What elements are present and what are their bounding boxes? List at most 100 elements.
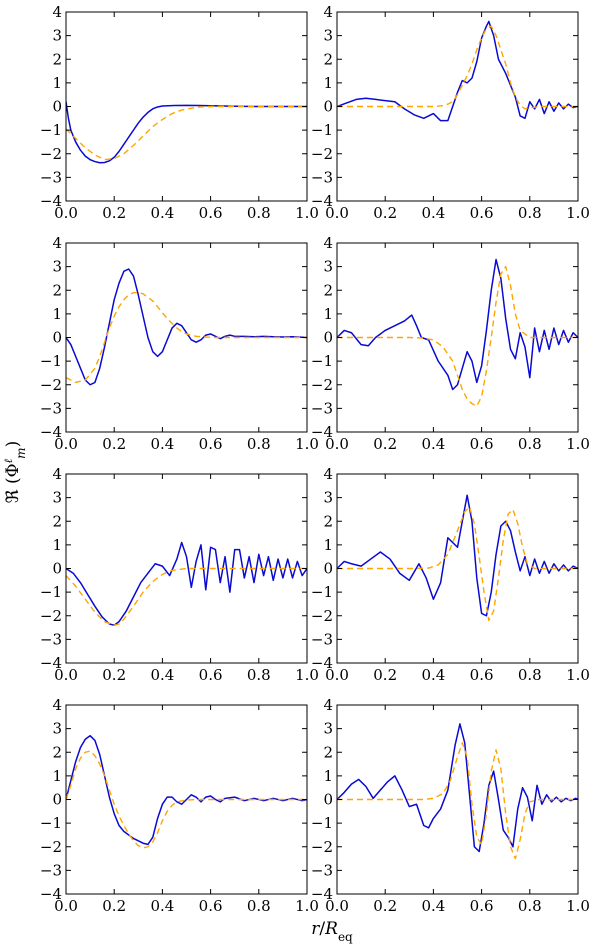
row-3-left-ytick-label: −1: [40, 583, 62, 601]
row-1-left-ytick-label: 4: [52, 3, 62, 21]
row-4-right-ytick-label: −2: [311, 838, 333, 856]
row-4-left-ytick-label: 3: [52, 720, 62, 738]
row-1-left-ytick-label: −1: [40, 121, 62, 139]
row-4-right-ytick-label: 3: [323, 720, 333, 738]
row-2-left-xtick-label: 0.2: [102, 435, 126, 453]
row-2-left-ytick-label: 3: [52, 258, 62, 276]
row-1-left-xtick-label: 0.2: [102, 204, 126, 222]
row-2-right-ytick-label: 3: [323, 258, 333, 276]
row-3-right-panel: −4 −3 −2 −1 0 1 2 3 4 0.0 0.2 0.4 0.6 0.8 1.0: [311, 465, 590, 684]
row-2-right-xtick-label: 0.2: [373, 435, 397, 453]
row-3-right-ytick-label: −4: [311, 654, 333, 672]
row-3-left-ytick-label: −2: [40, 607, 62, 625]
row-1-left-ytick-label: −4: [40, 192, 62, 210]
row-1-left-ytick-label: 0: [52, 98, 62, 116]
row-2-right-xtick-label: 0.4: [421, 435, 445, 453]
row-1-right-xtick-label: 0.4: [421, 204, 445, 222]
row-1-left-dashed-series-line: [66, 105, 307, 161]
row-4-left-dashed-series-line: [66, 750, 307, 849]
row-3-left-xtick-label: 0.6: [199, 666, 223, 684]
row-1-left-solid-series-line: [66, 101, 307, 164]
row-3-right-ytick-label: 3: [323, 489, 333, 507]
row-1-left-ytick-label: 3: [52, 27, 62, 45]
row-3-left-xtick-label: 0.0: [54, 666, 78, 684]
row-2-left-xtick-label: 0.0: [54, 435, 78, 453]
row-3-right-ytick-label: 1: [323, 536, 333, 554]
row-4-right-solid-series-line: [337, 723, 578, 853]
row-1-left-panel: −4 −3 −2 −1 0 1 2 3 4 0.0 0.2 0.4 0.6 0.8 1.0: [40, 3, 319, 222]
row-4-right-ytick-label: −3: [311, 861, 333, 879]
row-3-right-ytick-label: 2: [323, 512, 333, 530]
row-1-right-ytick-label: 1: [323, 74, 333, 92]
row-2-right-ytick-label: 1: [323, 305, 333, 323]
row-4-right-ytick-label: −4: [311, 885, 333, 903]
row-3-right-xtick-label: 1.0: [566, 666, 590, 684]
row-2-right-ytick-label: −4: [311, 423, 333, 441]
row-1-left-xtick-label: 0.8: [247, 204, 271, 222]
row-4-left-ytick-label: −4: [40, 885, 62, 903]
row-1-right-ytick-label: −3: [311, 168, 333, 186]
row-3-left-ytick-label: 2: [52, 512, 62, 530]
row-2-right-xtick-label: 0.8: [518, 435, 542, 453]
row-1-right-xtick-label: 0.0: [325, 204, 349, 222]
row-3-left-dashed-series-line: [66, 567, 307, 626]
row-3-right-ytick-label: −1: [311, 583, 333, 601]
row-4-left-xtick-label: 0.8: [247, 897, 271, 915]
row-4-right-dashed-series-line: [337, 742, 578, 860]
row-4-right-xtick-label: 0.4: [421, 897, 445, 915]
row-1-left-ytick-label: 2: [52, 50, 62, 68]
row-1-left-xtick-label: 1.0: [295, 204, 319, 222]
row-3-right-ytick-label: −2: [311, 607, 333, 625]
row-3-left-panel: −4 −3 −2 −1 0 1 2 3 4 0.0 0.2 0.4 0.6 0.8 1.0: [40, 465, 319, 684]
row-1-left-ytick-label: −2: [40, 145, 62, 163]
row-3-left-ytick-label: 4: [52, 465, 62, 483]
row-4-right-ytick-label: 0: [323, 791, 333, 809]
row-3-right-xtick-label: 0.8: [518, 666, 542, 684]
row-4-right-ytick-label: 4: [323, 696, 333, 714]
row-2-right-xtick-label: 0.0: [325, 435, 349, 453]
row-3-left-ytick-label: −4: [40, 654, 62, 672]
row-4-right-xtick-label: 0.6: [470, 897, 494, 915]
row-3-right-solid-series-line: [337, 494, 578, 617]
row-3-left-xtick-label: 0.2: [102, 666, 126, 684]
row-4-left-solid-series-line: [66, 734, 307, 846]
row-1-right-ytick-label: 2: [323, 50, 333, 68]
row-3-left-ytick-label: −3: [40, 630, 62, 648]
row-3-right-ytick-label: 0: [323, 560, 333, 578]
row-4-right-xtick-label: 0.0: [325, 897, 349, 915]
row-2-left-xtick-label: 1.0: [295, 435, 319, 453]
row-1-left-ytick-label: −3: [40, 168, 62, 186]
row-4-right-ytick-label: 2: [323, 743, 333, 761]
row-1-right-ytick-label: 4: [323, 3, 333, 21]
row-3-right-xtick-label: 0.6: [470, 666, 494, 684]
row-2-left-ytick-label: −3: [40, 399, 62, 417]
row-1-right-xtick-label: 0.6: [470, 204, 494, 222]
row-4-left-ytick-label: 2: [52, 743, 62, 761]
row-1-right-xtick-label: 0.2: [373, 204, 397, 222]
row-4-right-xtick-label: 0.2: [373, 897, 397, 915]
row-4-left-xtick-label: 0.6: [199, 897, 223, 915]
row-2-left-xtick-label: 0.6: [199, 435, 223, 453]
row-2-right-panel: −4 −3 −2 −1 0 1 2 3 4 0.0 0.2 0.4 0.6 0.8 1.0: [311, 234, 590, 453]
row-1-right-ytick-label: 0: [323, 98, 333, 116]
row-4-left-xtick-label: 0.0: [54, 897, 78, 915]
row-3-left-ytick-label: 0: [52, 560, 62, 578]
row-3-right-ytick-label: 4: [323, 465, 333, 483]
row-2-left-ytick-label: 2: [52, 281, 62, 299]
row-3-left-ytick-label: 3: [52, 489, 62, 507]
row-1-right-ytick-label: −2: [311, 145, 333, 163]
row-4-left-ytick-label: −1: [40, 814, 62, 832]
row-2-right-ytick-label: −2: [311, 376, 333, 394]
row-4-left-xtick-label: 0.4: [150, 897, 174, 915]
row-2-left-xtick-label: 0.4: [150, 435, 174, 453]
row-2-right-ytick-label: 0: [323, 329, 333, 347]
row-2-left-ytick-label: 0: [52, 329, 62, 347]
row-2-right-dashed-series-line: [337, 265, 578, 407]
row-1-left-xtick-label: 0.6: [199, 204, 223, 222]
row-1-right-ytick-label: −1: [311, 121, 333, 139]
row-4-left-ytick-label: −2: [40, 838, 62, 856]
row-3-left-xtick-label: 1.0: [295, 666, 319, 684]
row-2-right-ytick-label: 4: [323, 234, 333, 252]
row-1-right-ytick-label: 3: [323, 27, 333, 45]
